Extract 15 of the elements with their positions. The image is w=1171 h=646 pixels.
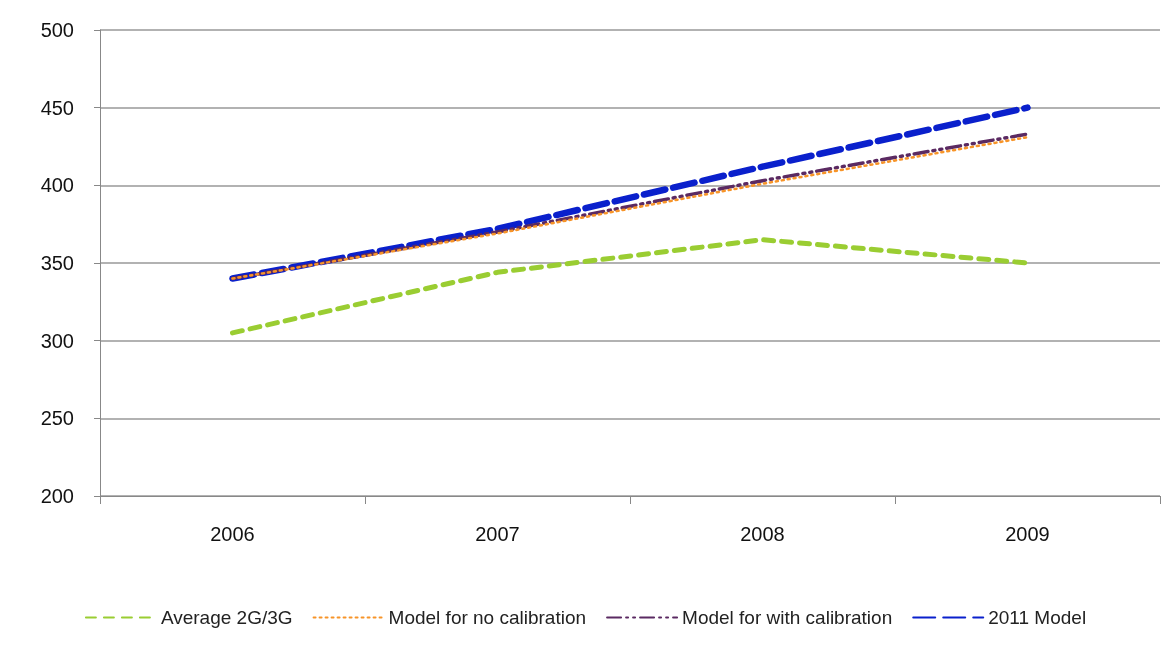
y-tick-label: 300 [40, 329, 74, 352]
legend-label: Model for no calibration [388, 607, 587, 628]
legend-label: Average 2G/3G [160, 607, 293, 628]
legend-label: Model for with calibration [682, 607, 893, 628]
x-tick-label: 2007 [475, 523, 520, 545]
y-tick-label: 350 [40, 252, 74, 274]
y-tick-label: 500 [40, 19, 74, 41]
legend-label: 2011 Model [988, 607, 1087, 628]
x-tick-label: 2009 [1005, 523, 1050, 545]
y-tick-label: 400 [40, 174, 74, 197]
y-tick-label: 250 [40, 407, 74, 430]
y-tick-label: 200 [40, 485, 74, 507]
y-tick-label: 450 [40, 96, 74, 119]
x-tick-label: 2006 [210, 523, 255, 545]
x-tick-label: 2008 [740, 523, 785, 545]
